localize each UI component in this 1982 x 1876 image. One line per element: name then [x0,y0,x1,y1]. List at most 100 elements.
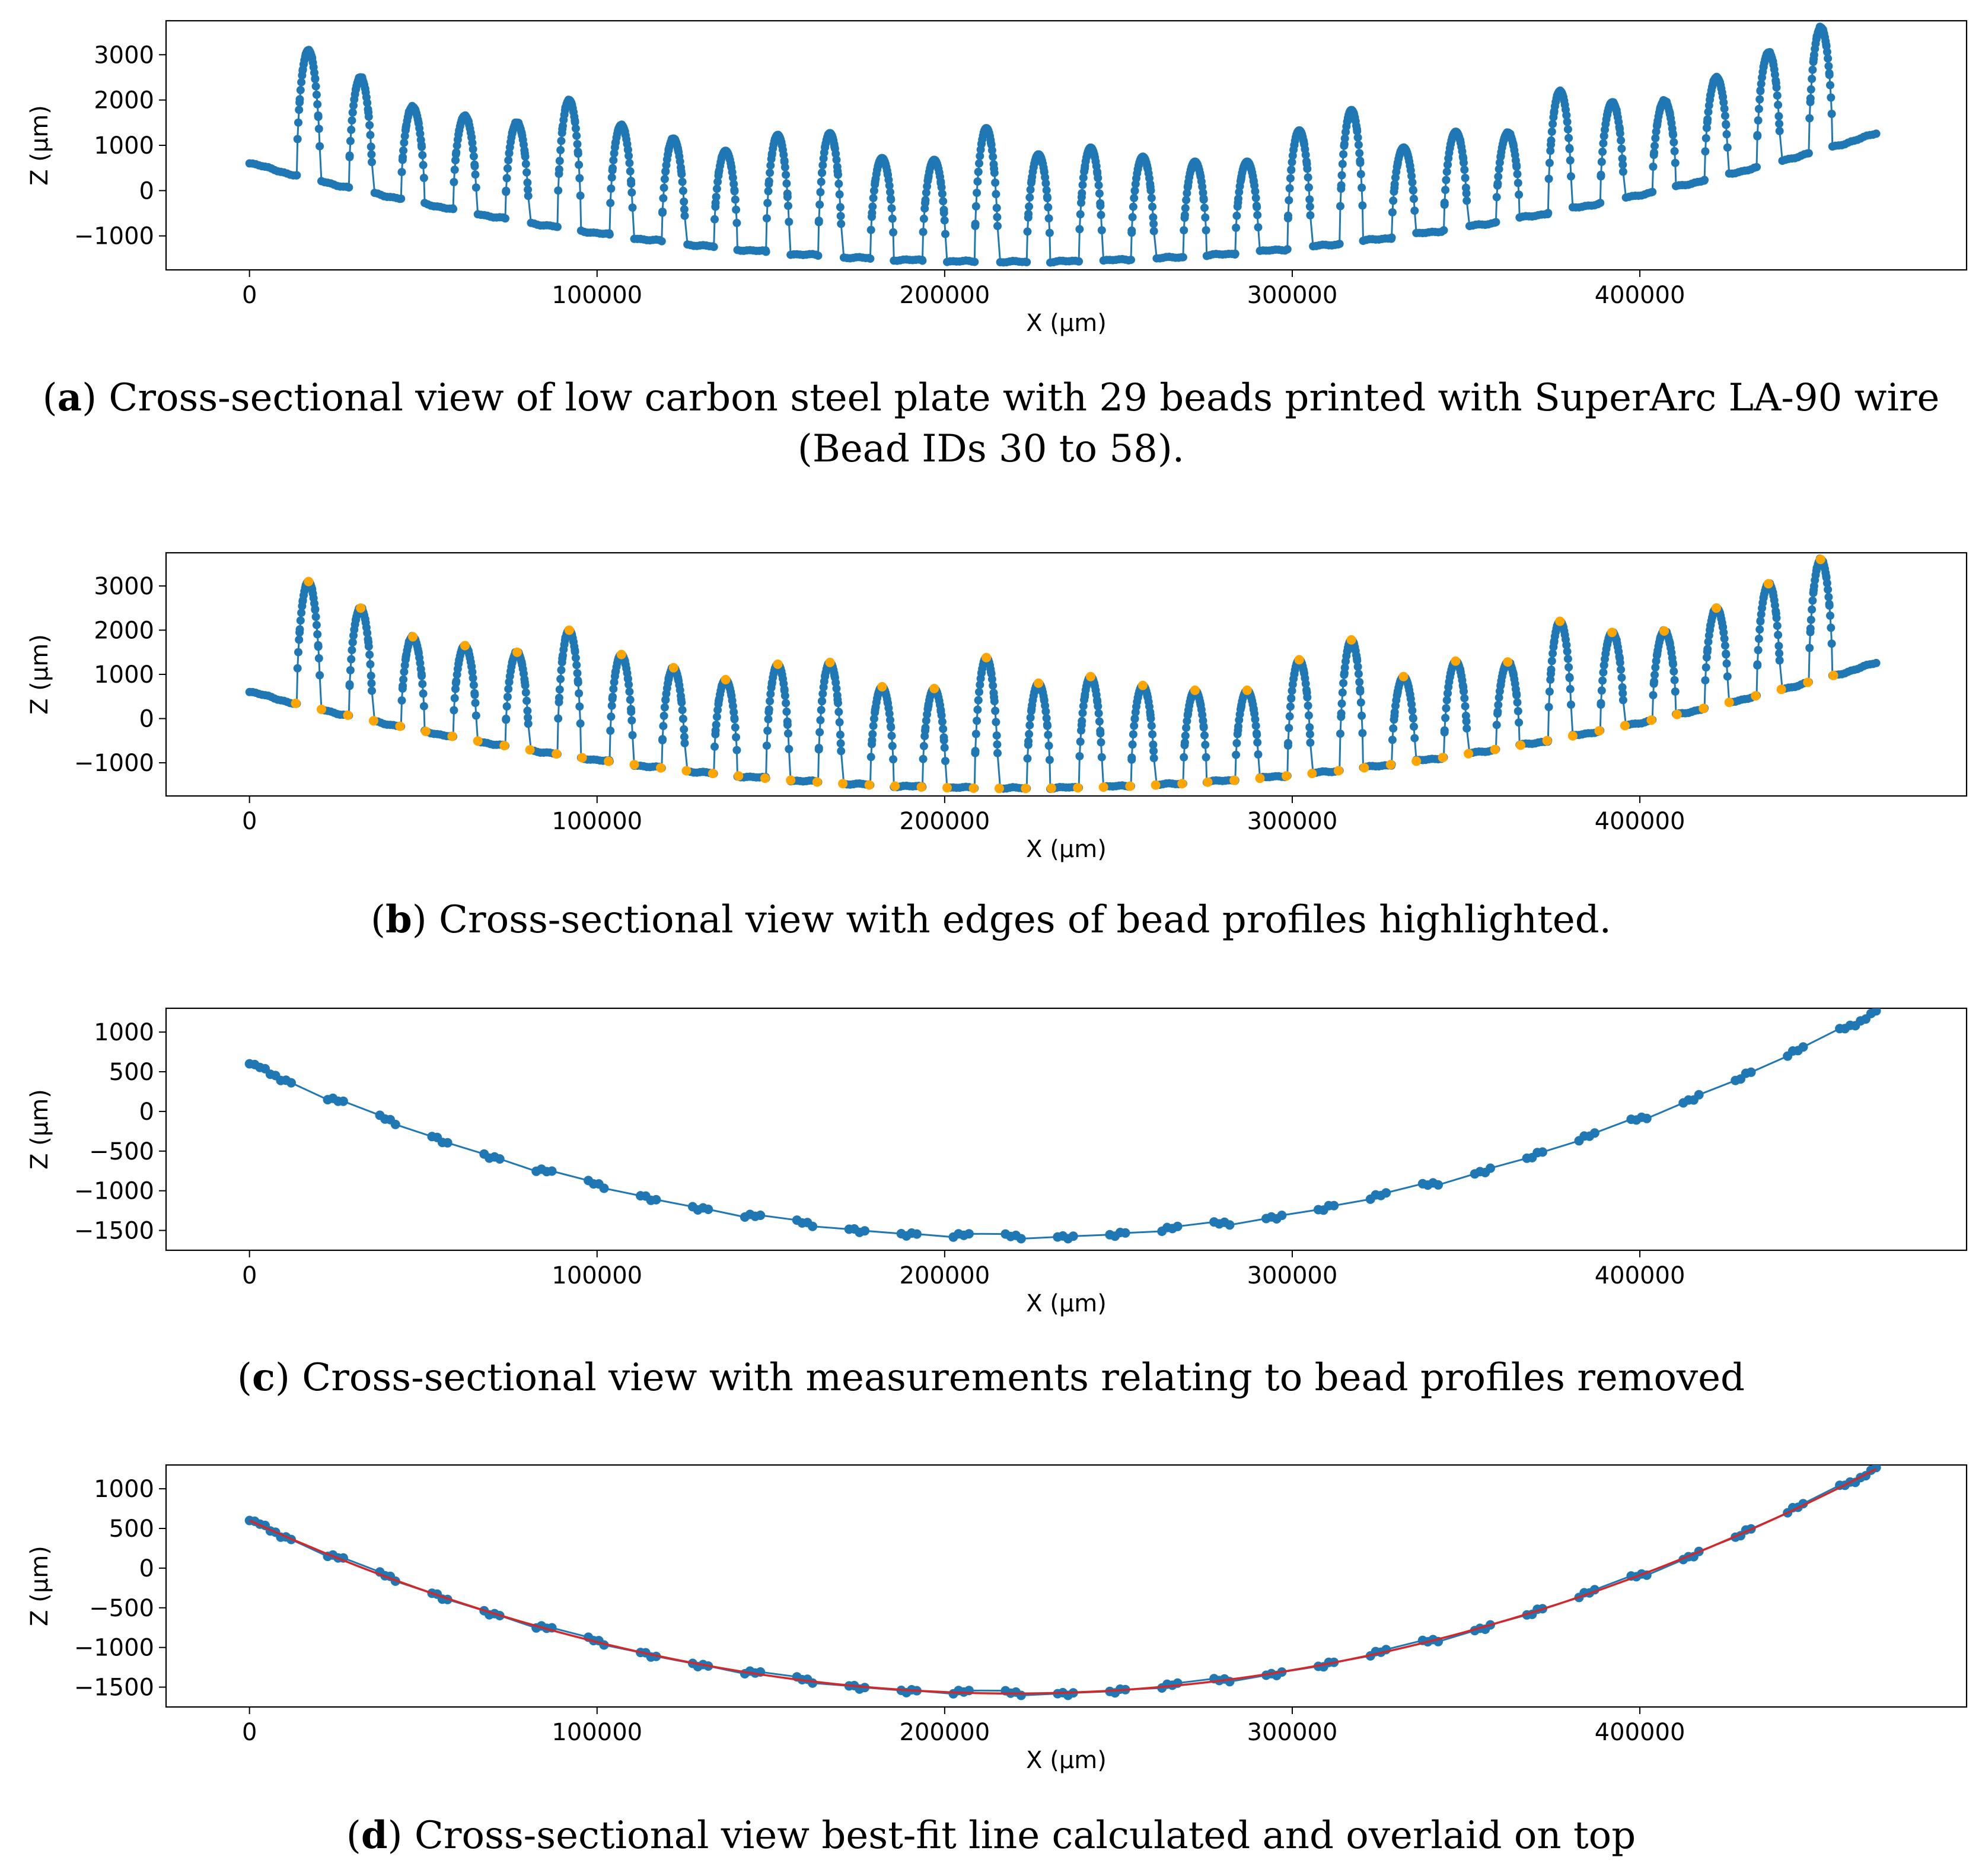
data-point [1232,739,1241,747]
data-point [553,222,562,231]
data-point [1234,722,1242,731]
edge-point [1567,731,1578,741]
y-tick-label: 0 [139,706,154,733]
data-point [1389,724,1398,733]
data-point [1669,130,1677,139]
data-point [1172,1221,1183,1231]
data-point [1492,721,1501,730]
data-point [1016,1234,1026,1244]
data-point [1597,686,1606,695]
edge-point [1021,783,1031,794]
data-point [1545,687,1554,696]
data-point [349,101,358,110]
edge-point [356,603,366,613]
data-point [397,195,406,203]
edge-point [1282,771,1291,781]
data-point [680,739,689,747]
data-point [1356,170,1365,179]
data-point [784,202,792,211]
data-point [886,187,894,196]
edge-point [304,577,314,587]
data-point [832,684,841,693]
data-point [609,156,618,165]
edge-point [291,698,301,708]
data-point [1130,193,1139,202]
data-point [1354,141,1363,149]
y-axis-label: Z (µm) [26,634,53,715]
data-point [468,138,477,147]
data-point [1433,1180,1444,1190]
data-point [658,735,667,744]
edge-point [1333,766,1343,776]
data-point [502,186,511,195]
data-point [918,256,927,265]
data-point [1567,172,1575,181]
caption-a: (a) Cross-sectional view of low carbon s… [42,375,1940,420]
data-point [521,152,530,161]
data-point [1562,111,1571,120]
data-point [1615,129,1624,138]
data-point [1772,83,1781,92]
caption-c-letter: c [252,1355,275,1400]
data-point [783,193,792,201]
data-point [1719,628,1728,637]
edge-point [721,674,731,684]
y-tick-label: 500 [109,1059,154,1086]
data-point [1076,737,1085,746]
edge-point [994,783,1004,794]
edge-point [1724,697,1734,708]
data-point [1178,253,1187,262]
data-point [1618,167,1627,176]
edge-point [395,721,405,731]
data-point [295,95,304,104]
data-point [712,193,721,201]
data-point [452,148,461,157]
data-point [624,151,633,160]
data-point [987,675,996,684]
data-point [993,213,1002,222]
data-point [1389,196,1398,205]
data-point [608,692,617,701]
data-point [605,230,614,239]
data-point [1599,132,1608,141]
data-point [816,188,825,196]
data-point [1703,115,1712,124]
data-point [1287,165,1296,174]
y-axis-label: Z (µm) [26,1089,53,1170]
data-point [728,702,737,711]
data-point [293,664,302,673]
edge-point [929,683,939,693]
data-point [1337,709,1346,718]
data-point [296,616,305,625]
data-point [1650,141,1659,150]
data-point [732,733,741,741]
data-point [808,1221,818,1231]
data-point [347,655,356,664]
data-point [599,1183,609,1193]
data-point [837,747,846,756]
data-point [1599,661,1608,670]
data-point [887,195,896,204]
data-point [1649,691,1658,700]
data-point [1772,613,1781,622]
data-point [1304,701,1312,710]
data-point [680,211,689,220]
data-point [1599,668,1608,677]
data-point [971,219,980,228]
data-point [390,1119,400,1129]
data-point [1669,660,1677,668]
data-point [732,205,741,214]
data-point [416,129,425,138]
data-point [1826,81,1834,90]
data-point [1410,734,1419,743]
data-point [1703,645,1712,654]
data-point [575,160,584,169]
data-point [502,174,511,183]
y-tick-label: −500 [89,1595,154,1622]
data-point [1618,689,1627,697]
data-point [1025,202,1034,211]
data-point [1651,663,1660,672]
data-point [1120,1228,1130,1238]
data-point [973,189,982,198]
edge-point [656,763,665,773]
